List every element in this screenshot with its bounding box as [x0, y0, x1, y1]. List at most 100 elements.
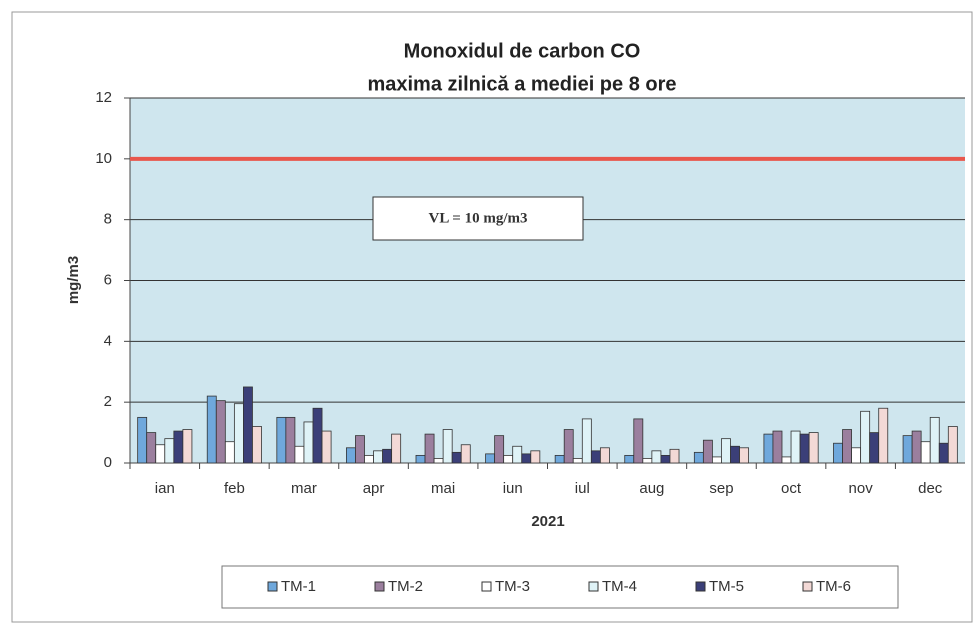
bar	[206, 395, 217, 464]
x-tick-label: aug	[639, 480, 664, 497]
legend-label: TM-3	[495, 578, 530, 595]
bar	[712, 456, 722, 464]
bar	[415, 454, 426, 464]
x-tick-label: iun	[503, 480, 523, 497]
y-tick-label: 0	[104, 454, 112, 471]
bar	[911, 430, 922, 464]
bar	[164, 438, 175, 464]
bar	[512, 445, 523, 464]
bar	[929, 416, 940, 464]
bar	[554, 454, 565, 464]
legend-swatch	[374, 581, 385, 592]
bar	[938, 442, 949, 464]
bar	[947, 426, 958, 464]
bar	[285, 416, 296, 464]
legend-swatch	[802, 581, 813, 592]
bar	[851, 447, 862, 464]
annotation-box	[372, 196, 584, 241]
x-tick-label: feb	[224, 480, 245, 497]
bar	[424, 433, 435, 464]
bar	[572, 458, 583, 464]
y-tick-label: 12	[95, 89, 112, 106]
legend-swatch	[695, 581, 706, 592]
legend-label: TM-2	[388, 578, 423, 595]
bar	[730, 445, 740, 464]
bar	[294, 445, 305, 464]
bar	[563, 429, 574, 464]
bar	[364, 454, 374, 464]
bar	[739, 447, 749, 464]
bar	[252, 426, 262, 464]
bar	[530, 450, 541, 464]
bar	[494, 435, 505, 464]
bar	[772, 430, 783, 464]
bar	[137, 416, 148, 464]
x-tick-label: mar	[291, 480, 317, 497]
bar	[642, 458, 653, 464]
bar	[833, 442, 843, 464]
x-tick-label: dec	[918, 480, 943, 497]
x-axis-label: 2021	[531, 513, 564, 530]
y-tick-label: 4	[104, 332, 112, 349]
bar	[902, 435, 913, 464]
bar	[521, 453, 532, 464]
bar	[276, 416, 287, 464]
bar	[155, 444, 166, 464]
bar	[581, 418, 592, 464]
x-tick-label: sep	[709, 480, 733, 497]
bar	[920, 441, 931, 464]
bar	[451, 451, 462, 464]
bar	[799, 433, 810, 464]
bar	[321, 430, 332, 464]
legend-label: TM-4	[602, 578, 637, 595]
annotation: VL = 10 mg/m3	[429, 210, 528, 226]
bar	[808, 432, 819, 464]
legend-box	[221, 565, 899, 609]
bar	[693, 451, 704, 464]
bar	[382, 448, 393, 464]
bar	[624, 454, 635, 464]
bar	[355, 435, 365, 464]
chart-title: Monoxidul de carbon CO	[404, 40, 641, 62]
y-tick-label: 2	[104, 393, 112, 410]
bar	[485, 453, 496, 464]
bar	[781, 456, 792, 464]
bar	[869, 432, 880, 464]
y-tick-label: 8	[104, 211, 112, 228]
legend-label: TM-6	[816, 578, 851, 595]
bar	[503, 454, 514, 464]
bar	[702, 439, 713, 464]
bar	[243, 386, 253, 464]
bar	[442, 429, 453, 464]
bar	[391, 433, 402, 464]
y-axis-label: mg/m3	[65, 256, 82, 304]
x-tick-label: ian	[155, 480, 175, 497]
bar	[312, 407, 323, 464]
bar	[224, 441, 235, 464]
x-tick-label: nov	[849, 480, 874, 497]
x-tick-label: mai	[431, 480, 455, 497]
bar	[842, 429, 852, 464]
bar	[146, 432, 157, 464]
bar	[860, 410, 871, 464]
bar	[346, 447, 356, 464]
bar	[763, 433, 774, 464]
bar	[790, 430, 801, 464]
x-tick-label: oct	[781, 480, 802, 497]
x-tick-label: iul	[575, 480, 590, 497]
y-tick-label: 10	[95, 150, 112, 167]
bar	[303, 421, 314, 464]
y-tick-label: 6	[104, 271, 112, 288]
bar	[233, 403, 244, 464]
bar	[669, 448, 680, 464]
legend-label: TM-1	[281, 578, 316, 595]
bar	[173, 430, 184, 464]
legend-swatch	[481, 581, 492, 592]
bar	[373, 450, 383, 464]
bar	[651, 450, 662, 464]
x-tick-label: apr	[363, 480, 385, 497]
bar	[590, 450, 601, 464]
bar	[182, 429, 193, 464]
bar	[660, 454, 671, 464]
